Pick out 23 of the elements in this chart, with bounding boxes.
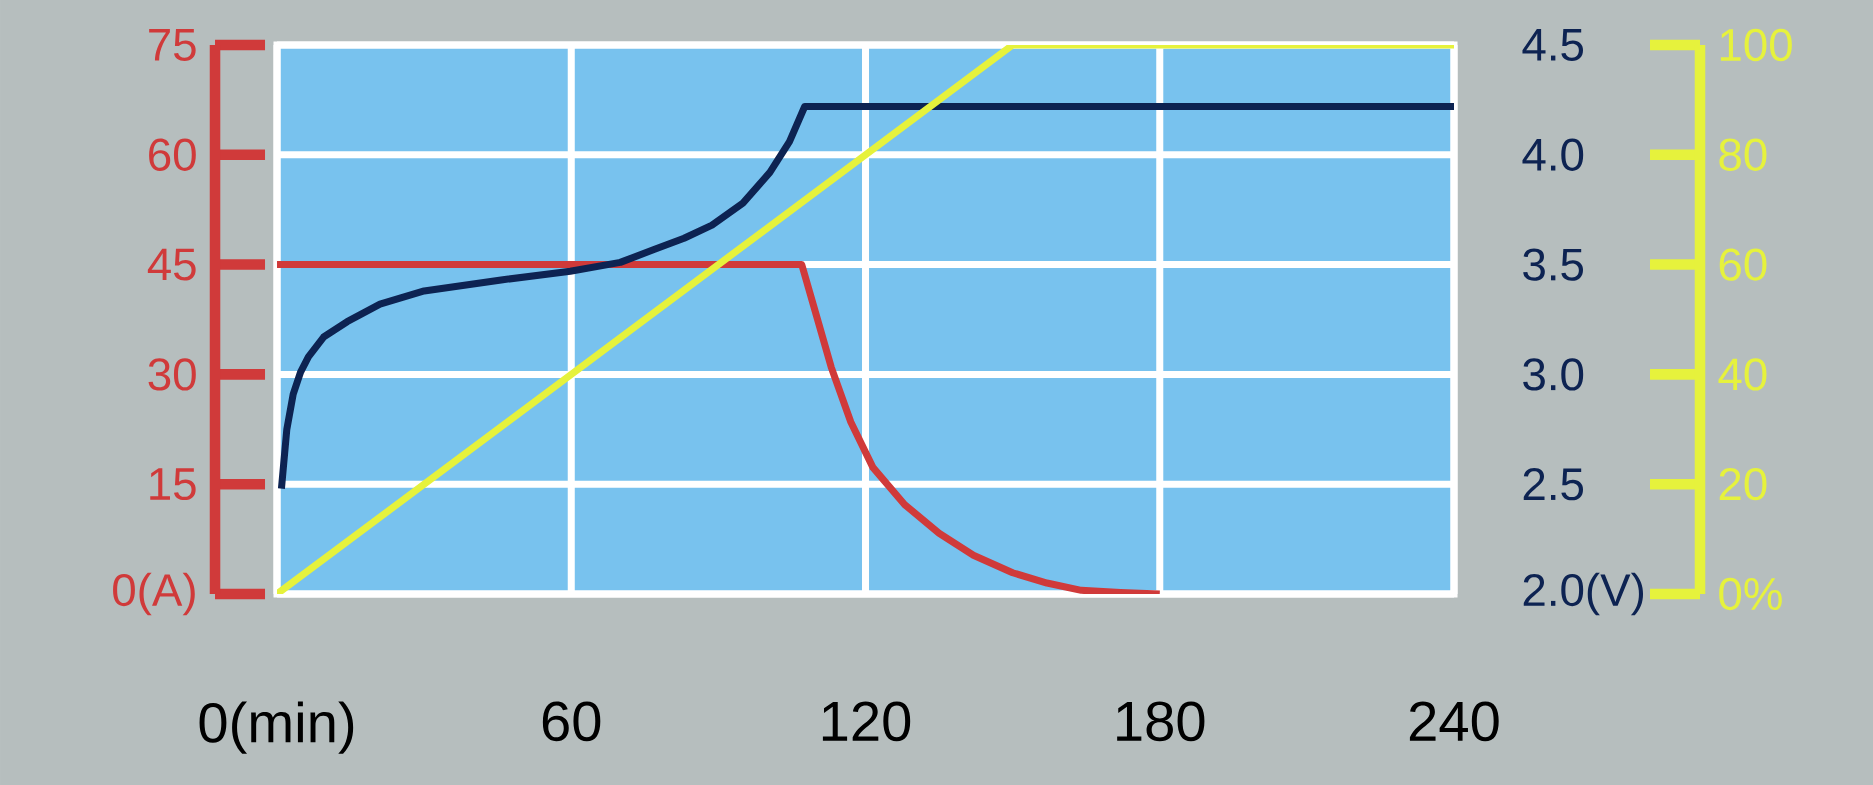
y-tick-label: 15 <box>150 468 196 501</box>
x-tick-label: 60 <box>542 701 601 742</box>
y2-tick-label: 2.0(V) <box>1523 572 1644 616</box>
y-tick-label: 60 <box>149 138 196 171</box>
y3-tick-label: 40 <box>1718 358 1767 391</box>
y2-tick-label: 3.5 <box>1523 248 1584 281</box>
y3-tick-label: 60 <box>1719 248 1767 281</box>
y3-tick-label: 0% <box>1719 577 1782 611</box>
y2-tick-label: 3.0 <box>1523 358 1584 391</box>
y3-tick-label: 20 <box>1719 468 1767 501</box>
y3-tick-label: 80 <box>1719 138 1767 171</box>
x-tick-label: 120 <box>822 701 911 742</box>
y-tick-label: 30 <box>148 358 196 391</box>
x-tick-label: 180 <box>1117 701 1205 742</box>
x-tick-label: 240 <box>1409 701 1499 742</box>
y-tick-label: 75 <box>149 29 196 61</box>
y-tick-label: 45 <box>147 248 196 281</box>
y-tick-label: 0(A) <box>113 572 195 616</box>
y2-tick-label: 2.5 <box>1523 468 1584 501</box>
y2-tick-label: 4.5 <box>1522 29 1584 61</box>
x-tick-label: 0(min) <box>199 701 354 754</box>
y3-tick-label: 100 <box>1720 28 1792 62</box>
y2-tick-label: 4.0 <box>1522 138 1584 171</box>
